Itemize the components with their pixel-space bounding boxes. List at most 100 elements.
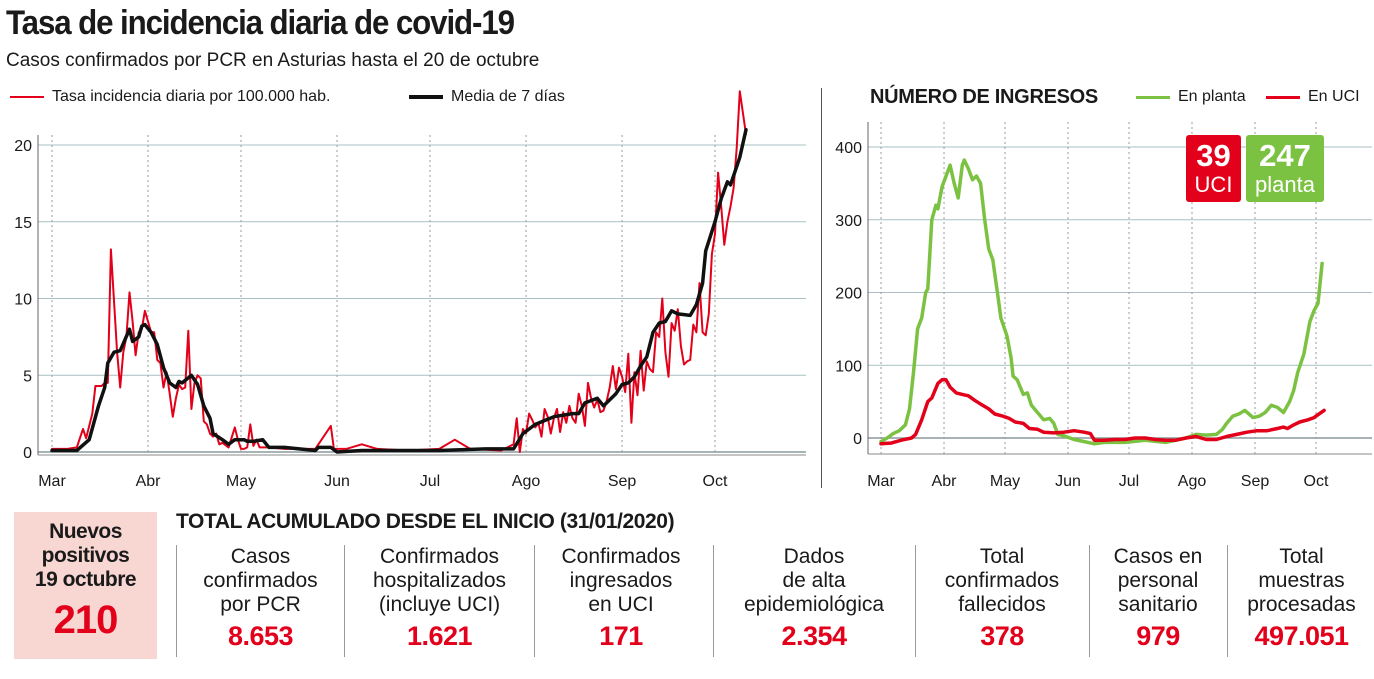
planta-badge-label: planta <box>1255 172 1315 197</box>
x-tick-label: Jul <box>1119 473 1139 490</box>
new-positives-label-line: Nuevos <box>49 520 122 543</box>
x-tick-label: Ago <box>1178 473 1207 490</box>
x-tick-label: May <box>226 473 256 490</box>
stat-label-line: Casos en <box>1113 545 1203 568</box>
legend-label-daily-rate: Tasa incidencia diaria por 100.000 hab. <box>52 88 331 105</box>
y-tick-label: 5 <box>23 368 32 385</box>
legend-swatch-red <box>10 96 44 98</box>
stat-label-line: confirmados <box>203 569 318 592</box>
legend-item-uci: En UCI <box>1266 88 1360 106</box>
chart-title: Tasa de incidencia diaria de covid-19 <box>6 4 515 42</box>
stat-label-line: por PCR <box>220 593 301 616</box>
stat-value: 2.354 <box>781 621 847 651</box>
x-tick-label: Jun <box>324 473 350 490</box>
stat-samples: Total muestras procesadas 497.051 <box>1229 545 1374 652</box>
legend-swatch-red-uci <box>1266 95 1300 99</box>
stat-label-line: (incluye UCI) <box>378 593 501 616</box>
plot-area: 0 100 200 300 400 Mar Abr May Jun Jul Ago Sep Oct <box>835 122 1372 490</box>
stat-separator <box>915 545 916 657</box>
y-tick-label: 15 <box>14 215 32 232</box>
stat-deceased: Total confirmados fallecidos 378 <box>917 545 1087 652</box>
stat-label-line: Confirmados <box>561 545 681 568</box>
stat-value: 979 <box>1136 621 1180 651</box>
series-line-en-planta <box>879 158 1324 446</box>
x-tick-label: Jul <box>420 473 440 490</box>
x-tick-label: Jun <box>1055 473 1081 490</box>
stat-label-line: Casos <box>230 545 291 568</box>
stat-label-line: procesadas <box>1247 593 1356 616</box>
plot-area: 0 5 10 15 20 Mar Abr May Jun Jul Ago Sep Oct <box>14 90 806 490</box>
x-tick-label: Mar <box>867 473 895 490</box>
x-tick-label: May <box>990 473 1020 490</box>
stat-discharged: Dados de alta epidemiológica 2.354 <box>715 545 913 652</box>
x-tick-label: Mar <box>38 473 66 490</box>
y-tick-label: 300 <box>835 213 862 230</box>
stat-label-line: Confirmados <box>379 545 500 568</box>
admissions-chart-title: NÚMERO DE INGRESOS <box>870 86 1098 108</box>
stat-value: 8.653 <box>227 621 294 651</box>
new-positives-box: Nuevos positivos 19 octubre 210 <box>14 512 157 659</box>
y-tick-label: 400 <box>835 140 862 157</box>
legend-label-seven-day-avg: Media de 7 días <box>451 88 565 105</box>
stat-separator <box>713 545 714 657</box>
y-tick-label: 200 <box>835 286 862 303</box>
accumulated-title: TOTAL ACUMULADO DESDE EL INICIO (31/01/2… <box>176 510 675 533</box>
stat-label-line: de alta <box>782 569 846 592</box>
stat-value: 497.051 <box>1254 621 1349 651</box>
y-tick-label: 20 <box>14 138 32 155</box>
x-tick-label: Sep <box>608 473 637 490</box>
stat-label-line: fallecidos <box>958 593 1046 616</box>
new-positives-label-line: 19 octubre <box>34 568 137 591</box>
new-positives-value: 210 <box>53 598 119 642</box>
stat-hospitalized: Confirmados hospitalizados (incluye UCI) 1… <box>346 545 533 652</box>
y-tick-label: 10 <box>14 292 32 309</box>
legend-label-uci: En UCI <box>1308 88 1360 105</box>
x-tick-label: Oct <box>1304 473 1329 490</box>
legend-swatch-green <box>1136 95 1170 99</box>
stat-label-line: Total <box>1279 545 1324 568</box>
stat-value: 378 <box>980 621 1024 651</box>
x-tick-label: Ago <box>512 473 541 490</box>
planta-badge: 247 planta <box>1246 135 1324 202</box>
stat-health-staff: Casos en personal sanitario 979 <box>1091 545 1225 652</box>
legend-item-planta: En planta <box>1136 88 1246 106</box>
x-tick-label: Abr <box>932 473 958 490</box>
stat-label-line: hospitalizados <box>372 569 507 592</box>
stat-separator <box>176 545 177 657</box>
x-tick-label: Sep <box>1241 473 1270 490</box>
stat-value: 1.621 <box>406 621 473 651</box>
stat-separator <box>1089 545 1090 657</box>
uci-badge: 39 UCI <box>1186 135 1241 202</box>
stat-label-line: Dados <box>783 545 845 568</box>
stat-separator <box>344 545 345 657</box>
stat-label-line: en UCI <box>588 593 654 616</box>
planta-badge-value: 247 <box>1259 138 1311 173</box>
legend-item-daily-rate: Tasa incidencia diaria por 100.000 hab. <box>10 88 330 106</box>
stat-label-line: Total <box>979 545 1025 568</box>
chart-divider <box>821 88 822 488</box>
uci-badge-label: UCI <box>1194 172 1233 197</box>
stat-value: 171 <box>599 621 643 651</box>
stat-separator <box>1227 545 1228 657</box>
x-tick-label: Abr <box>136 473 162 490</box>
stat-label-line: sanitario <box>1118 593 1198 616</box>
stat-pcr-cases: Casos confirmados por PCR 8.653 <box>178 545 343 652</box>
stat-label-line: ingresados <box>569 569 673 592</box>
stat-label-line: muestras <box>1258 569 1345 592</box>
legend-swatch-black <box>409 95 443 99</box>
y-tick-label: 100 <box>835 358 862 375</box>
series-line-media-de-7-d-as <box>50 127 748 454</box>
stat-icu: Confirmados ingresados en UCI 171 <box>536 545 706 652</box>
new-positives-label: Nuevos positivos 19 octubre <box>14 520 157 592</box>
series-line-en-uci <box>879 378 1326 446</box>
legend-item-seven-day-avg: Media de 7 días <box>409 88 565 106</box>
chart-subtitle: Casos confirmados por PCR en Asturias ha… <box>6 50 540 71</box>
stat-label-line: personal <box>1117 569 1199 592</box>
legend-label-planta: En planta <box>1178 88 1246 105</box>
y-tick-label: 0 <box>23 445 32 462</box>
uci-badge-value: 39 <box>1196 138 1231 173</box>
new-positives-label-line: positivos <box>41 544 130 567</box>
stat-label-line: epidemiológica <box>743 593 885 616</box>
